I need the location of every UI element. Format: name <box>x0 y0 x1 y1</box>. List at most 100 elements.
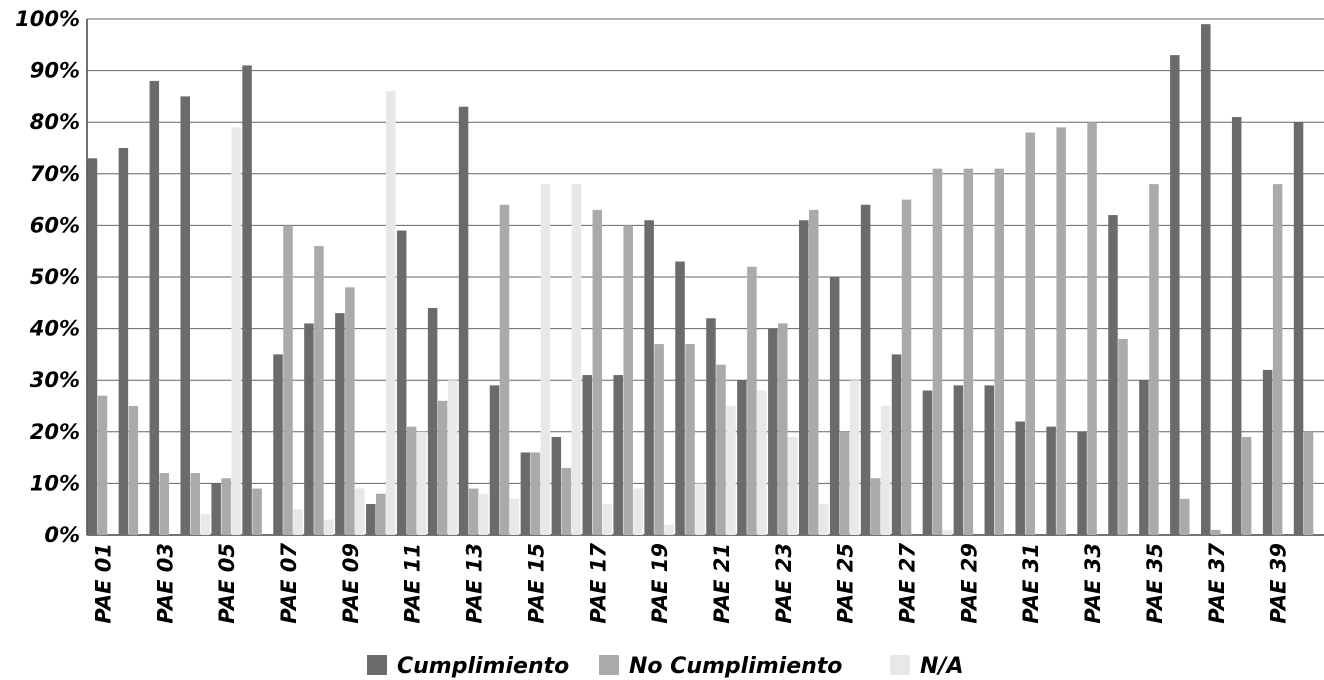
legend: Cumplimiento No Cumplimiento N/A <box>367 654 963 679</box>
bar <box>602 504 613 535</box>
bar <box>1170 55 1180 536</box>
bar <box>499 204 510 535</box>
legend-swatch <box>367 655 387 675</box>
bar <box>675 261 685 535</box>
bar <box>345 287 355 535</box>
bar <box>1015 421 1025 535</box>
y-axis-ticks: 0% 10% 20% 30% 40% 50% 60% 70% 80% 90% 100% <box>15 7 80 547</box>
y-tick-label: 60% <box>30 213 80 237</box>
bar <box>447 380 458 535</box>
bar <box>664 524 674 535</box>
bar <box>489 385 500 535</box>
bar <box>97 395 108 535</box>
bars <box>87 24 1314 536</box>
bar <box>922 390 933 535</box>
bar <box>932 168 943 535</box>
bar <box>540 184 551 535</box>
bar <box>592 209 603 536</box>
x-tick-label: PAE 03 <box>153 543 177 624</box>
bar <box>829 277 840 535</box>
bar <box>1272 184 1283 535</box>
bar <box>118 148 129 535</box>
bar <box>231 127 241 536</box>
bar <box>386 91 396 536</box>
y-tick-label: 80% <box>30 110 80 134</box>
bar <box>551 436 562 535</box>
x-tick-label: PAE 29 <box>957 543 981 624</box>
bar <box>582 375 593 535</box>
legend-label: Cumplimiento <box>397 654 569 679</box>
bar <box>416 431 427 535</box>
x-tick-label: PAE 39 <box>1267 543 1291 624</box>
bar <box>314 246 324 536</box>
bar <box>839 431 850 535</box>
x-tick-label: PAE 25 <box>834 543 858 624</box>
bar <box>788 436 798 535</box>
bar <box>623 225 633 535</box>
y-tick-label: 20% <box>30 420 80 444</box>
x-tick-label: PAE 21 <box>710 543 734 624</box>
bar <box>458 106 469 535</box>
bar <box>520 452 531 535</box>
bar <box>1303 431 1314 535</box>
bar <box>1241 436 1252 535</box>
bar <box>324 519 334 535</box>
bar <box>1087 122 1097 535</box>
bar <box>1201 24 1211 535</box>
bar <box>818 504 829 535</box>
bar <box>221 478 231 535</box>
y-tick-label: 40% <box>29 317 80 341</box>
x-tick-label: PAE 31 <box>1019 543 1043 624</box>
bar <box>149 80 160 536</box>
bar <box>1211 529 1221 535</box>
bar <box>942 529 953 535</box>
bar <box>953 385 964 535</box>
bar <box>396 230 407 535</box>
bar <box>901 199 912 535</box>
y-tick-label: 50% <box>30 265 80 289</box>
bar <box>293 509 303 535</box>
y-tick-label: 30% <box>30 368 80 392</box>
bar <box>200 514 210 535</box>
bar <box>406 426 417 535</box>
bar <box>87 158 98 535</box>
bar <box>530 452 541 535</box>
bar <box>757 390 767 535</box>
legend-label: No Cumplimiento <box>629 654 842 679</box>
bar <box>726 406 736 535</box>
bar <box>613 375 623 535</box>
bar <box>366 504 376 535</box>
bar <box>891 354 902 535</box>
bar <box>633 488 643 535</box>
bar <box>706 318 716 535</box>
y-tick-label: 0% <box>44 523 80 547</box>
bar <box>798 220 809 536</box>
legend-swatch <box>599 655 619 675</box>
bar <box>808 209 819 536</box>
bar <box>654 344 664 535</box>
bar <box>252 488 262 535</box>
x-tick-label: PAE 23 <box>772 543 796 624</box>
bar <box>561 467 572 535</box>
bar <box>283 225 293 535</box>
bar <box>273 354 283 535</box>
y-tick-label: 90% <box>30 59 80 83</box>
bar <box>849 380 860 535</box>
legend-label: N/A <box>920 654 963 679</box>
bar <box>304 323 314 535</box>
bar <box>1262 369 1273 535</box>
bar <box>1139 380 1149 535</box>
x-tick-label: PAE 09 <box>339 543 363 624</box>
x-tick-label: PAE 05 <box>215 543 239 624</box>
bar <box>468 488 479 535</box>
grid-lines <box>86 18 1324 536</box>
bar <box>1025 132 1035 535</box>
x-tick-label: PAE 17 <box>586 543 610 624</box>
bar <box>1046 426 1056 535</box>
bar <box>180 96 190 536</box>
bar <box>860 204 871 535</box>
y-tick-label: 100% <box>15 7 80 31</box>
x-tick-label: PAE 35 <box>1143 543 1167 624</box>
y-tick-label: 70% <box>30 162 80 186</box>
